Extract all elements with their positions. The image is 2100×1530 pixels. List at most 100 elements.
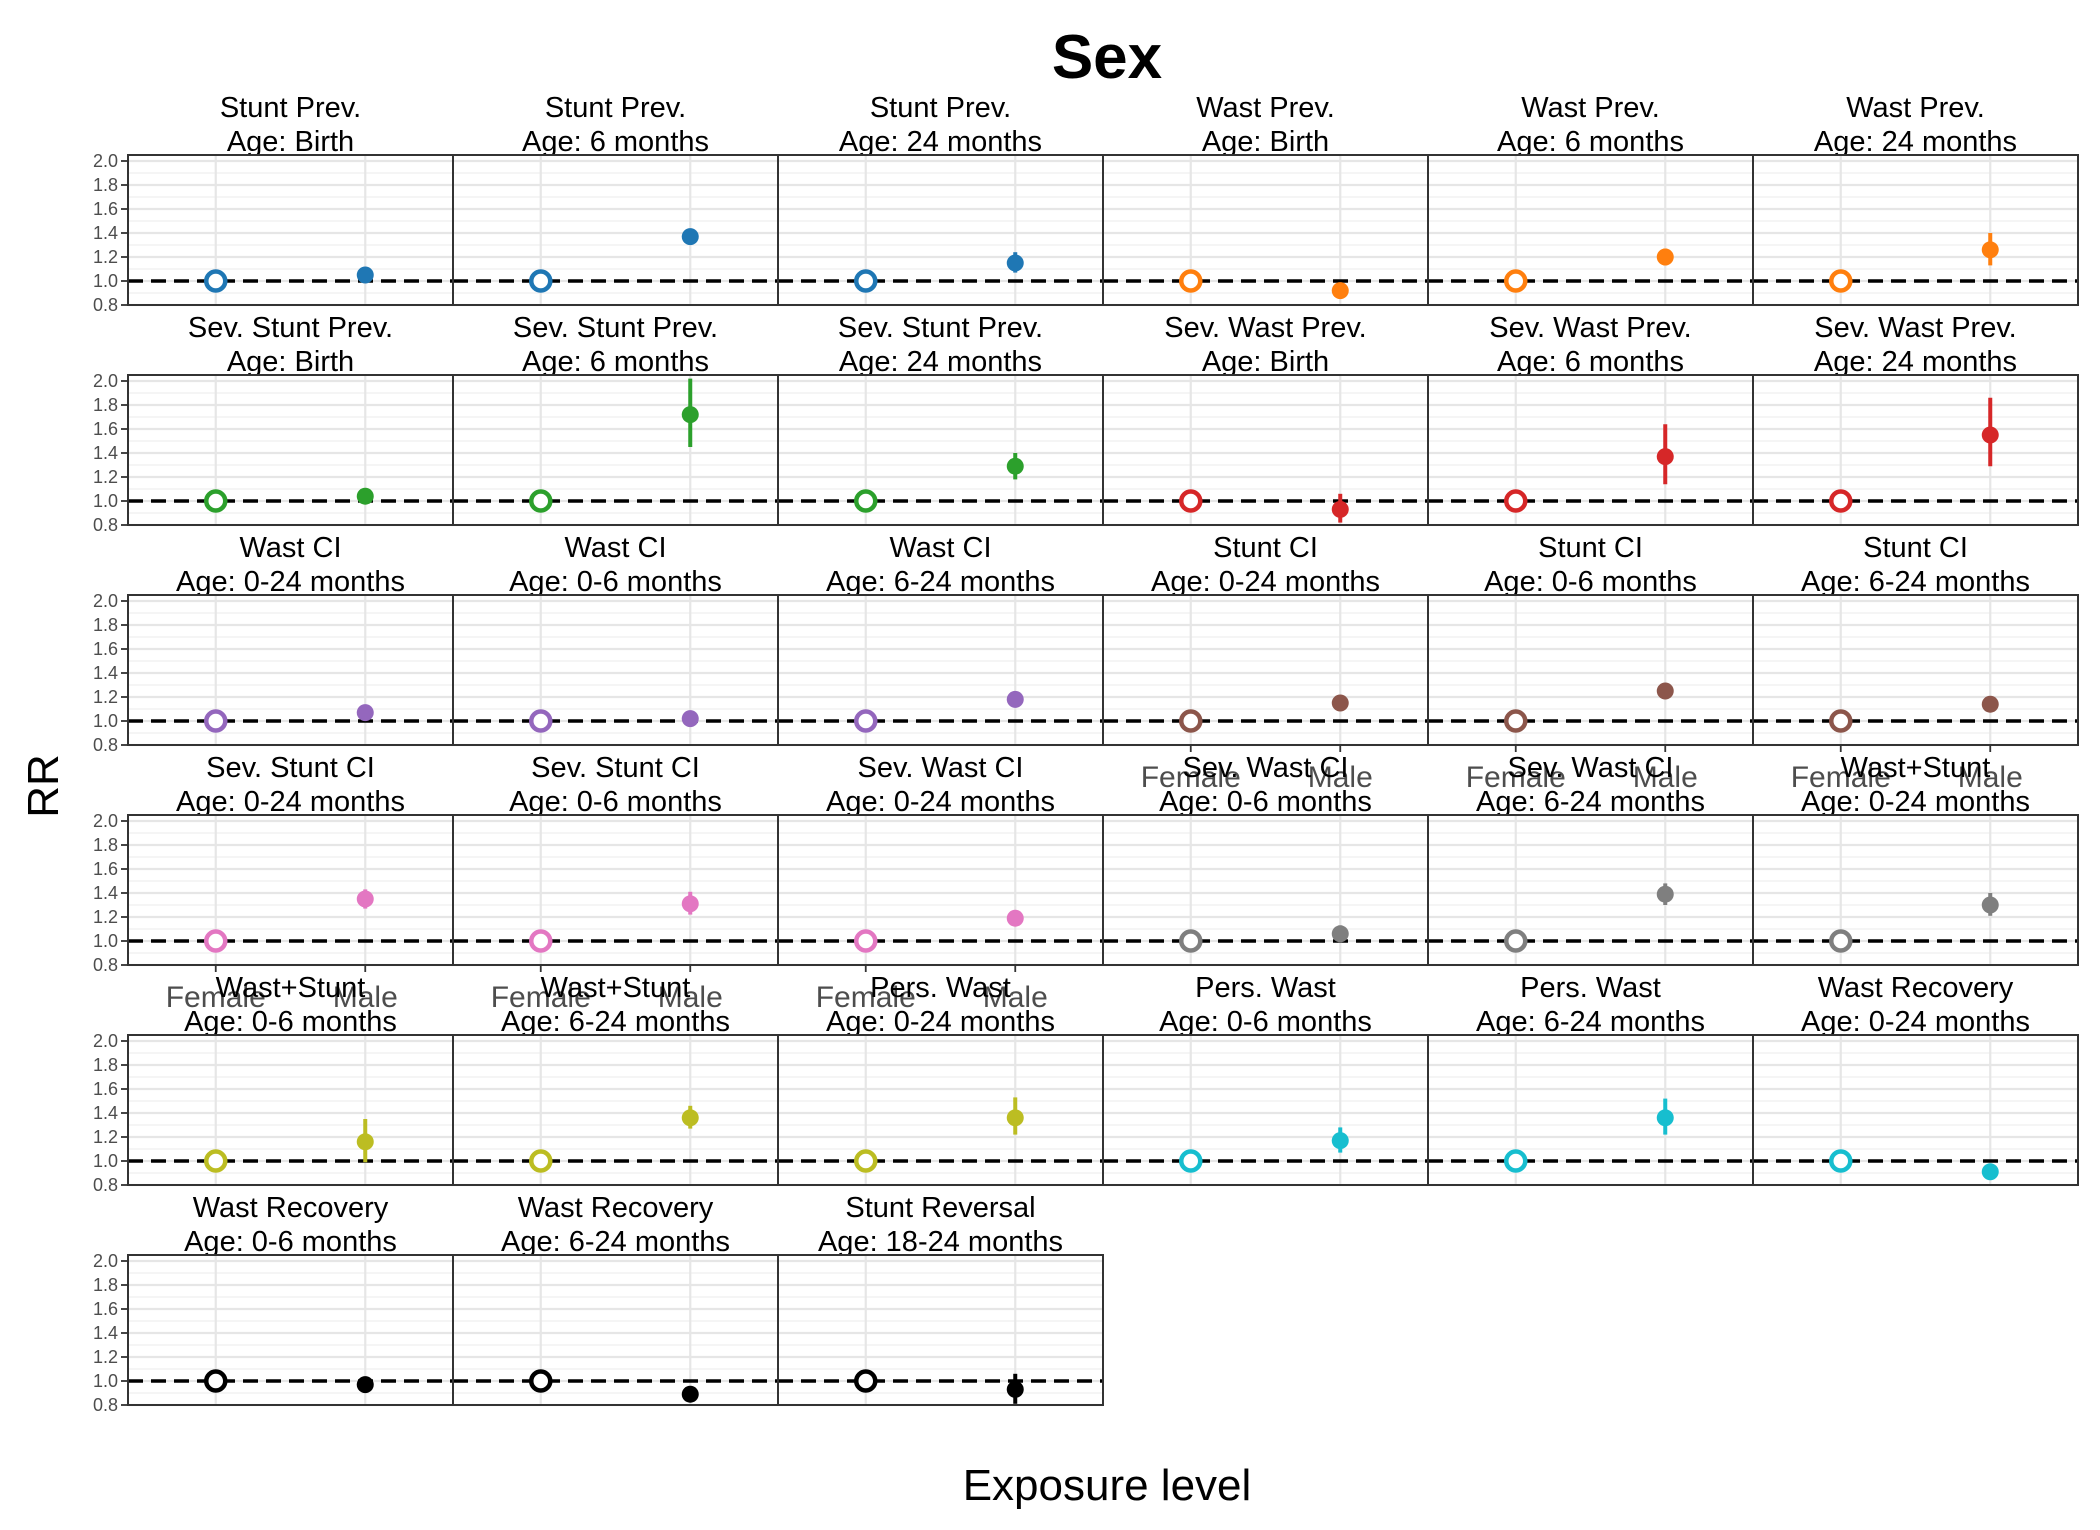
- panel-7-y-tick-label: 0.8: [93, 515, 118, 535]
- panel-31-point-female: [204, 1369, 228, 1393]
- panel-25-y-tick-label: 1.8: [93, 1055, 118, 1075]
- panel-1-y-tick-label: 0.8: [93, 295, 118, 315]
- panel-15-age-label: Age: 6-24 months: [826, 566, 1055, 598]
- panel-10-point-male: [1331, 500, 1349, 518]
- panel-30-point-female: [1829, 1149, 1853, 1173]
- panel-24-point-male: [1981, 896, 1999, 914]
- panel-16-x-tick-label: Female: [1141, 761, 1241, 794]
- panel-16-outcome-label: Stunt CI: [1213, 532, 1318, 564]
- panel-19-x-tick-label: Male: [333, 981, 398, 1014]
- panel-21-x-tick-label: Male: [983, 981, 1048, 1014]
- panel-15-outcome-label: Wast CI: [889, 532, 991, 564]
- panel-33-outcome-label: Stunt Reversal: [845, 1192, 1035, 1224]
- panel-23-point-male: [1656, 885, 1674, 903]
- panel-25-y-tick-label: 1.0: [93, 1151, 118, 1171]
- panel-31-point-male: [356, 1376, 374, 1394]
- panel-9-point-female: [854, 489, 878, 513]
- panel-18-x-tick-label: Female: [1791, 761, 1891, 794]
- panel-5: Wast Prev.Age: 6 months: [1427, 92, 1754, 307]
- panel-7-age-label: Age: Birth: [227, 346, 354, 378]
- panel-13-y-tick-label: 1.6: [93, 639, 118, 659]
- panel-23-point-female: [1504, 929, 1528, 953]
- chart-title: Sex: [1052, 23, 1163, 92]
- panel-7-point-female: [204, 489, 228, 513]
- panel-22-point-male: [1331, 925, 1349, 943]
- panel-12-border: [1752, 374, 2079, 526]
- panel-19-y-tick-label: 0.8: [93, 955, 118, 975]
- panel-17-point-female: [1504, 709, 1528, 733]
- panel-28-outcome-label: Pers. Wast: [1195, 972, 1336, 1004]
- panel-27-age-label: Age: 0-24 months: [826, 1006, 1055, 1038]
- panel-22-point-female: [1179, 929, 1203, 953]
- panel-1-point-female: [204, 269, 228, 293]
- panel-32-point-male: [681, 1385, 699, 1403]
- panel-13-y-tick-label: 2.0: [93, 591, 118, 611]
- panel-6-border: [1752, 154, 2079, 306]
- panel-22-outcome-label: Sev. Wast CI: [1183, 752, 1349, 784]
- panel-10-age-label: Age: Birth: [1202, 346, 1329, 378]
- panel-18-point-male: [1981, 695, 1999, 713]
- panel-19-age-label: Age: 0-24 months: [176, 786, 405, 818]
- panel-31-y-tick-label: 1.0: [93, 1371, 118, 1391]
- panel-5-point-male: [1656, 248, 1674, 266]
- panel-25-point-female: [204, 1149, 228, 1173]
- panel-9-point-male: [1006, 457, 1024, 475]
- panel-26-point-female: [529, 1149, 553, 1173]
- panel-31-age-label: Age: 0-6 months: [184, 1226, 397, 1258]
- panel-2-point-female: [529, 269, 553, 293]
- panel-27-point-female: [854, 1149, 878, 1173]
- panel-33-border: [777, 1254, 1104, 1406]
- panel-4-point-female: [1179, 269, 1203, 293]
- panel-6-point-male: [1981, 241, 1999, 259]
- panel-9-outcome-label: Sev. Stunt Prev.: [838, 312, 1043, 344]
- panel-30-border: [1752, 1034, 2079, 1186]
- panel-24-outcome-label: Wast+Stunt: [1841, 752, 1991, 784]
- panel-1-y-tick-label: 1.2: [93, 247, 118, 267]
- panel-16-x-tick-label: Male: [1308, 761, 1373, 794]
- panel-25-y-tick-label: 1.2: [93, 1127, 118, 1147]
- panel-8-point-male: [681, 406, 699, 424]
- panel-18-point-female: [1829, 709, 1853, 733]
- panel-10-outcome-label: Sev. Wast Prev.: [1164, 312, 1367, 344]
- panel-31-outcome-label: Wast Recovery: [193, 1192, 389, 1224]
- panel-29-point-female: [1504, 1149, 1528, 1173]
- panel-13-point-female: [204, 709, 228, 733]
- panel-1: Stunt Prev.Age: Birth 0.8 1.0 1.2 1.4 1.6 1.8 2…: [93, 92, 454, 315]
- panel-26-age-label: Age: 6-24 months: [501, 1006, 730, 1038]
- panel-12-point-male: [1981, 426, 1999, 444]
- panel-23-outcome-label: Sev. Wast CI: [1508, 752, 1674, 784]
- panel-7-y-tick-label: 1.8: [93, 395, 118, 415]
- panel-10: Sev. Wast Prev.Age: Birth: [1102, 312, 1429, 527]
- panel-2: Stunt Prev.Age: 6 months: [452, 92, 779, 307]
- panel-1-y-tick-label: 2.0: [93, 151, 118, 171]
- panel-5-outcome-label: Wast Prev.: [1521, 92, 1660, 124]
- panel-6-age-label: Age: 24 months: [1814, 126, 2017, 158]
- panel-2-point-male: [681, 228, 699, 246]
- panel-17-x-tick-label: Male: [1633, 761, 1698, 794]
- panel-7-y-tick-label: 2.0: [93, 371, 118, 391]
- panel-31-y-tick-label: 0.8: [93, 1395, 118, 1415]
- panel-1-outcome-label: Stunt Prev.: [220, 92, 361, 124]
- panel-15-point-male: [1006, 690, 1024, 708]
- panel-1-y-tick-label: 1.8: [93, 175, 118, 195]
- panel-13-y-tick-label: 1.4: [93, 663, 118, 683]
- panel-8: Sev. Stunt Prev.Age: 6 months: [452, 312, 779, 527]
- panel-25-age-label: Age: 0-6 months: [184, 1006, 397, 1038]
- panel-11-point-female: [1504, 489, 1528, 513]
